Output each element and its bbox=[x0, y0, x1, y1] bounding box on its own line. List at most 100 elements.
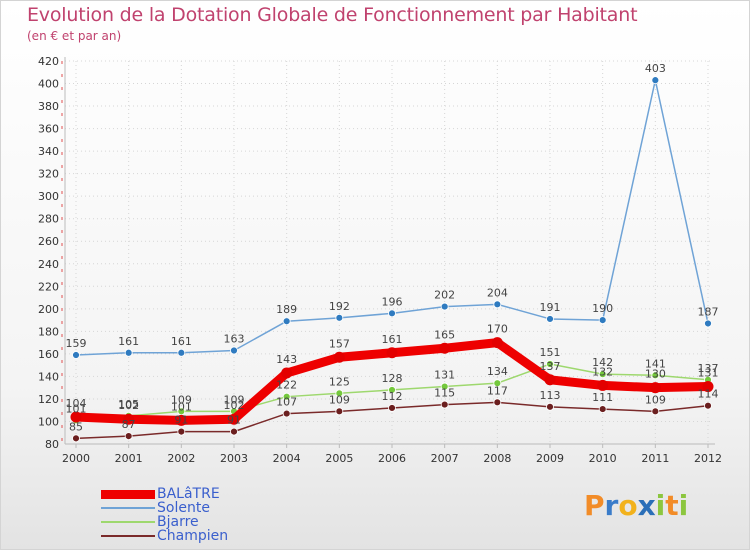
line-chart: 80 100 120 140 160 180 200 220 240 260 280 300 320 34… bbox=[38, 55, 722, 465]
data-label: 137 bbox=[698, 362, 719, 375]
y-tick-label: 180 bbox=[38, 325, 59, 338]
data-point bbox=[493, 300, 502, 309]
logo-letter: i bbox=[678, 489, 689, 522]
data-label: 91 bbox=[227, 414, 241, 427]
data-label: 87 bbox=[122, 418, 136, 431]
data-point bbox=[388, 404, 396, 412]
data-label: 125 bbox=[329, 375, 350, 388]
data-label: 157 bbox=[329, 337, 350, 350]
data-point bbox=[228, 413, 240, 425]
x-tick-label: 2003 bbox=[220, 452, 248, 465]
data-point bbox=[335, 389, 344, 398]
data-point bbox=[649, 382, 661, 394]
legend-label-solente: Solente bbox=[157, 500, 210, 516]
data-label: 130 bbox=[645, 368, 666, 381]
y-tick-label: 260 bbox=[38, 235, 59, 248]
x-tick-label: 2008 bbox=[483, 452, 511, 465]
data-point bbox=[597, 379, 609, 391]
data-point bbox=[230, 427, 238, 436]
data-label: 109 bbox=[645, 393, 666, 406]
data-point bbox=[493, 379, 502, 388]
y-tick-label: 280 bbox=[38, 213, 59, 226]
data-label: 151 bbox=[540, 346, 561, 359]
data-point bbox=[335, 313, 344, 322]
data-label: 161 bbox=[171, 335, 192, 348]
data-label: 109 bbox=[329, 393, 350, 406]
data-label: 101 bbox=[171, 400, 192, 413]
data-point bbox=[124, 432, 133, 441]
data-label: 192 bbox=[329, 300, 350, 313]
data-point bbox=[544, 374, 556, 386]
data-label: 141 bbox=[645, 357, 666, 370]
legend-item-balatre: BALâTRE bbox=[101, 487, 228, 501]
data-point bbox=[651, 407, 660, 416]
legend: BALâTRE Solente Bjarre Champien bbox=[101, 487, 228, 543]
data-label: 105 bbox=[118, 398, 139, 411]
logo-letter: i bbox=[655, 489, 666, 522]
legend-item-solente: Solente bbox=[101, 501, 228, 515]
data-label: 115 bbox=[434, 387, 455, 400]
legend-swatch-solente bbox=[101, 507, 155, 509]
data-label: 102 bbox=[118, 399, 139, 412]
data-label: 114 bbox=[698, 388, 719, 401]
data-label: 111 bbox=[592, 391, 613, 404]
data-label: 161 bbox=[382, 333, 403, 346]
data-label: 131 bbox=[434, 369, 455, 382]
data-point bbox=[440, 382, 449, 391]
y-tick-label: 200 bbox=[38, 303, 59, 316]
data-label: 165 bbox=[434, 328, 455, 341]
logo-letter: r bbox=[604, 489, 619, 522]
data-label: 85 bbox=[69, 420, 83, 433]
legend-label-balatre: BALâTRE bbox=[157, 486, 220, 502]
data-label: 159 bbox=[66, 337, 87, 350]
data-point bbox=[440, 302, 449, 311]
data-point bbox=[282, 392, 291, 401]
x-tick-label: 2000 bbox=[62, 452, 90, 465]
data-label: 91 bbox=[174, 414, 188, 427]
chart-title: Evolution de la Dotation Globale de Fonc… bbox=[27, 4, 638, 26]
x-tick-label: 2004 bbox=[273, 452, 301, 465]
x-tick-label: 2001 bbox=[115, 452, 143, 465]
data-label: 104 bbox=[66, 397, 87, 410]
y-tick-label: 360 bbox=[38, 123, 59, 136]
data-point bbox=[124, 348, 133, 357]
y-tick-label: 140 bbox=[38, 370, 59, 383]
y-tick-label: 340 bbox=[38, 145, 59, 158]
data-point bbox=[123, 413, 135, 425]
legend-item-champien: Champien bbox=[101, 529, 228, 543]
data-point bbox=[70, 411, 82, 423]
y-tick-label: 120 bbox=[38, 393, 59, 406]
y-tick-label: 420 bbox=[38, 55, 59, 68]
data-point bbox=[333, 351, 345, 363]
data-label: 170 bbox=[487, 323, 508, 336]
data-point bbox=[386, 347, 398, 359]
data-label: 107 bbox=[276, 396, 297, 409]
y-tick-label: 160 bbox=[38, 348, 59, 361]
data-label: 137 bbox=[540, 360, 561, 373]
x-tick-label: 2012 bbox=[694, 452, 722, 465]
data-point bbox=[72, 434, 80, 443]
data-label: 109 bbox=[224, 393, 245, 406]
data-point bbox=[177, 348, 186, 357]
data-point bbox=[177, 427, 186, 436]
data-label: 134 bbox=[487, 365, 508, 378]
logo-letter: x bbox=[637, 489, 656, 522]
data-point bbox=[651, 76, 660, 85]
data-label: 190 bbox=[592, 302, 613, 315]
y-tick-label: 300 bbox=[38, 190, 59, 203]
data-point bbox=[546, 315, 554, 323]
data-label: 112 bbox=[382, 390, 403, 403]
data-point bbox=[546, 360, 554, 368]
y-tick-label: 380 bbox=[38, 100, 59, 113]
data-point bbox=[282, 409, 291, 418]
data-point bbox=[230, 346, 238, 355]
legend-swatch-bjarre bbox=[101, 521, 155, 523]
data-point bbox=[546, 402, 554, 411]
data-label: 117 bbox=[487, 384, 508, 397]
data-label: 143 bbox=[276, 353, 297, 366]
data-label: 196 bbox=[382, 295, 403, 308]
data-point bbox=[388, 386, 396, 394]
x-tick-label: 2007 bbox=[431, 452, 459, 465]
data-point bbox=[439, 342, 451, 354]
